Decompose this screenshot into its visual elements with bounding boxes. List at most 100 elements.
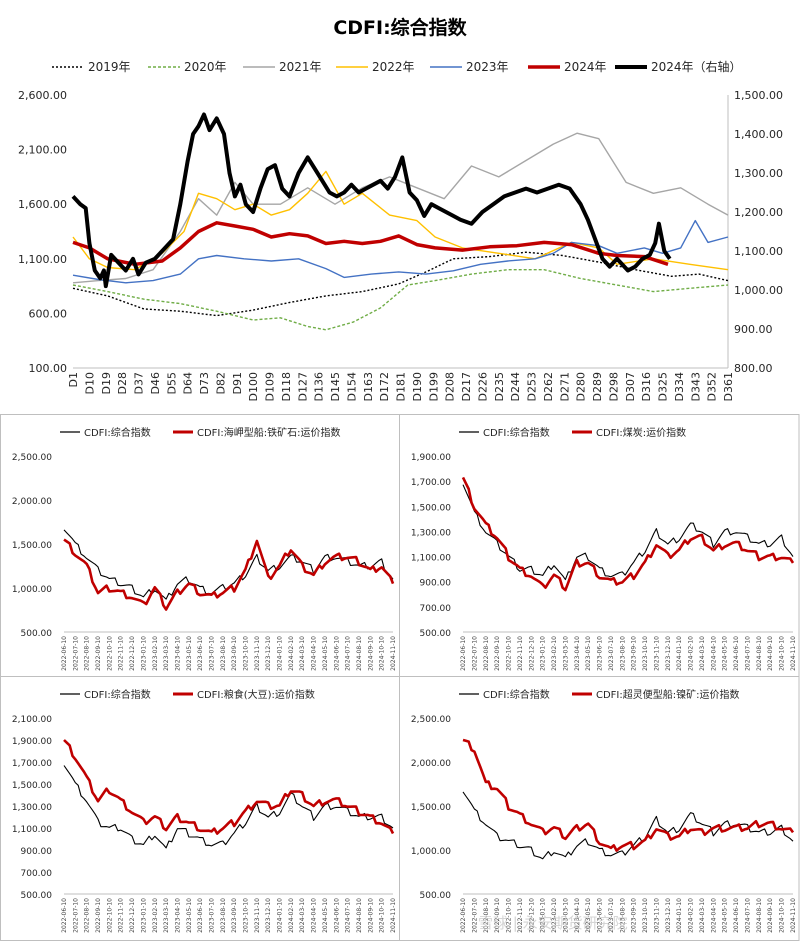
- x-tick-label: 2024-11-10: [390, 898, 397, 933]
- x-tick-label: 2024-03-10: [699, 898, 706, 933]
- y-right-tick-label: 1,100.00: [734, 245, 783, 258]
- x-tick-label: D37: [133, 372, 146, 394]
- x-tick-label: D1: [67, 372, 80, 387]
- y-tick-label: 500.00: [21, 629, 53, 639]
- x-tick-label: D289: [591, 372, 604, 401]
- panel-iron-ore: CDFI:综合指数 CDFI:海岬型船:铁矿石:运价指数 500.00 1,000.0…: [12, 426, 397, 671]
- y-right-tick-label: 1,500.00: [734, 89, 783, 102]
- x-tick-label: D163: [362, 372, 375, 401]
- main-chart-title: CDFI:综合指数: [333, 16, 467, 39]
- main-legend: 2019年 2020年 2021年 2022年 2023年 2024年 2024年（右轴）: [52, 59, 742, 74]
- x-tick-label: D352: [706, 372, 719, 401]
- x-tick-label: 2024-07-10: [345, 898, 352, 933]
- y-tick-label: 1,500.00: [411, 503, 451, 513]
- x-tick-label: D109: [264, 372, 277, 401]
- y-right-tick-label: 1,400.00: [734, 128, 783, 141]
- x-tick-label: 2023-07-10: [608, 898, 615, 933]
- y-tick-label: 2,500.00: [12, 453, 52, 463]
- x-tick-label: 2022-12-10: [129, 898, 136, 933]
- series-line: [72, 132, 729, 284]
- y-tick-label: 1,000.00: [411, 847, 451, 857]
- x-tick-label: 2023-12-10: [665, 898, 672, 933]
- x-tick-label: 2023-01-10: [540, 898, 547, 933]
- x-tick-label: 2023-11-10: [653, 898, 660, 933]
- x-tick-label: 2022-06-10: [460, 898, 467, 933]
- series-line: [461, 476, 795, 592]
- x-tick-label: D46: [149, 372, 162, 394]
- legend-label: CDFI:综合指数: [483, 426, 550, 439]
- x-tick-label: 2024-02-10: [288, 898, 295, 933]
- legend-label: 2023年: [466, 60, 509, 74]
- x-tick-label: 2022-09-10: [494, 636, 501, 671]
- x-tick-label: 2022-08-10: [483, 636, 490, 671]
- y-tick-label: 500.00: [21, 891, 53, 901]
- x-tick-label: 2024-01-10: [676, 636, 683, 671]
- x-tick-label: 2023-05-10: [585, 898, 592, 933]
- y-left-tick-label: 100.00: [29, 362, 68, 375]
- x-tick-label: 2023-04-10: [174, 898, 181, 933]
- x-tick-label: 2022-11-10: [118, 898, 125, 933]
- y-tick-label: 1,100.00: [12, 825, 52, 835]
- y-tick-label: 1,300.00: [12, 803, 52, 813]
- x-tick-label: 2023-10-10: [642, 898, 649, 933]
- x-tick-label: 2024-04-10: [710, 898, 717, 933]
- x-tick-label: 2024-03-10: [299, 636, 306, 671]
- y-tick-label: 1,900.00: [12, 737, 52, 747]
- x-tick-label: 2022-11-10: [517, 636, 524, 671]
- panel-coal: CDFI:综合指数 CDFI:煤炭:运价指数 500.00 700.00 900.00 1…: [411, 426, 797, 671]
- y-left-tick-label: 2,600.00: [18, 89, 67, 102]
- x-tick-label: 2023-03-10: [163, 898, 170, 933]
- x-tick-label: 2023-10-10: [243, 636, 250, 671]
- x-tick-label: 2024-07-10: [345, 636, 352, 671]
- x-tick-label: 2024-09-10: [767, 898, 774, 933]
- x-tick-label: D190: [411, 372, 424, 401]
- x-tick-label: D271: [558, 372, 571, 401]
- panel-nickel: CDFI:综合指数 CDFI:超灵便型船:镍矿:运价指数 500.00 1,000.0…: [411, 688, 797, 933]
- series-line: [72, 269, 729, 331]
- x-tick-label: D280: [575, 372, 588, 401]
- y-tick-label: 2,500.00: [411, 715, 451, 725]
- legend-label: CDFI:综合指数: [84, 426, 151, 439]
- y-tick-label: 1,900.00: [411, 453, 451, 463]
- x-tick-label: 2022-12-10: [528, 636, 535, 671]
- x-tick-label: 2023-02-10: [551, 636, 558, 671]
- x-tick-label: 2024-06-10: [733, 636, 740, 671]
- x-tick-label: D262: [542, 372, 555, 401]
- x-tick-label: 2024-10-10: [379, 636, 386, 671]
- x-tick-label: 2023-06-10: [597, 898, 604, 933]
- x-tick-label: D100: [247, 372, 260, 401]
- series-line: [72, 221, 669, 267]
- x-tick-label: 2023-05-10: [585, 636, 592, 671]
- x-tick-label: D334: [673, 372, 686, 401]
- x-tick-label: 2024-10-10: [779, 898, 786, 933]
- legend-label: 2022年: [372, 60, 415, 74]
- x-tick-label: D253: [526, 372, 539, 401]
- x-tick-label: 2023-01-10: [140, 898, 147, 933]
- y-right-tick-label: 800.00: [734, 362, 773, 375]
- x-tick-label: 2023-12-10: [665, 636, 672, 671]
- x-tick-label: 2024-08-10: [756, 636, 763, 671]
- x-tick-label: 2023-05-10: [186, 636, 193, 671]
- x-tick-label: D118: [280, 372, 293, 401]
- legend-label: CDFI:煤炭:运价指数: [596, 426, 686, 439]
- x-tick-label: 2024-03-10: [699, 636, 706, 671]
- x-tick-label: D361: [722, 372, 735, 401]
- x-tick-label: 2023-10-10: [243, 898, 250, 933]
- x-tick-label: 2024-05-10: [722, 636, 729, 671]
- x-tick-label: 2023-02-10: [152, 636, 159, 671]
- series-line: [72, 219, 729, 284]
- x-tick-label: 2024-08-10: [356, 636, 363, 671]
- x-tick-label: 2024-04-10: [311, 898, 318, 933]
- legend-label: CDFI:超灵便型船:镍矿:运价指数: [596, 688, 740, 701]
- x-tick-label: 2024-10-10: [779, 636, 786, 671]
- x-tick-label: 2022-09-10: [95, 636, 102, 671]
- y-tick-label: 1,500.00: [411, 803, 451, 813]
- x-tick-label: 2023-12-10: [265, 898, 272, 933]
- legend-label: 2019年: [88, 60, 131, 74]
- y-right-tick-label: 1,200.00: [734, 206, 783, 219]
- y-tick-label: 700.00: [420, 604, 452, 614]
- x-tick-label: 2024-04-10: [710, 636, 717, 671]
- x-tick-label: 2023-07-10: [208, 898, 215, 933]
- x-tick-label: D28: [116, 372, 129, 394]
- x-tick-label: 2024-06-10: [333, 898, 340, 933]
